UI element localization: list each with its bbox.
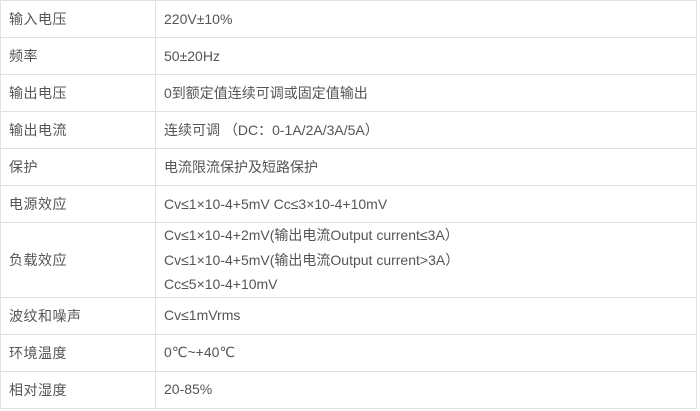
table-row: 保护 电流限流保护及短路保护 xyxy=(0,148,697,186)
spec-value-line: 0℃~+40℃ xyxy=(164,344,236,361)
spec-label: 相对湿度 xyxy=(0,370,156,409)
spec-value-line: Cv≤1×10-4+2mV(输出电流Output current≤3A） xyxy=(164,227,459,243)
spec-value: 电流限流保护及短路保护 xyxy=(155,148,697,186)
spec-value: 0到额定值连续可调或固定值输出 xyxy=(155,74,697,112)
spec-value-line: 50±20Hz xyxy=(164,47,220,64)
spec-value-line: Cv≤1×10-4+5mV Cc≤3×10-4+10mV xyxy=(164,195,388,212)
spec-value: 50±20Hz xyxy=(155,37,697,75)
spec-label: 频率 xyxy=(0,37,156,75)
spec-value-line: Cc≤5×10-4+10mV xyxy=(164,276,278,292)
spec-label: 输出电流 xyxy=(0,111,156,149)
spec-value-line: Cv≤1×10-4+5mV(输出电流Output current>3A） xyxy=(164,251,460,268)
table-row: 电源效应 Cv≤1×10-4+5mV Cc≤3×10-4+10mV xyxy=(0,185,697,223)
table-row: 输入电压 220V±10% xyxy=(0,0,697,38)
spec-value: 20-85% xyxy=(155,370,697,409)
spec-value: Cv≤1×10-4+2mV(输出电流Output current≤3A） Cv≤1… xyxy=(155,222,697,298)
spec-label: 环境温度 xyxy=(0,333,156,372)
spec-label: 输出电压 xyxy=(0,74,156,112)
table-row: 频率 50±20Hz xyxy=(0,37,697,75)
spec-label: 电源效应 xyxy=(0,185,156,223)
table-row: 环境温度 0℃~+40℃ xyxy=(0,333,697,372)
spec-value: 220V±10% xyxy=(155,0,697,38)
spec-value-line: 20-85% xyxy=(164,381,213,398)
spec-label: 负载效应 xyxy=(0,222,156,298)
spec-label: 波纹和噪声 xyxy=(0,296,156,335)
spec-value-line: 220V±10% xyxy=(164,10,233,27)
table-row: 相对湿度 20-85% xyxy=(0,370,697,409)
spec-value: Cv≤1mVrms xyxy=(155,296,697,335)
spec-value: 连续可调 （DC：0-1A/2A/3A/5A） xyxy=(155,111,697,149)
spec-value-line: 连续可调 （DC：0-1A/2A/3A/5A） xyxy=(164,121,379,138)
spec-value-line: Cv≤1mVrms xyxy=(164,307,241,324)
spec-label: 保护 xyxy=(0,148,156,186)
spec-value: Cv≤1×10-4+5mV Cc≤3×10-4+10mV xyxy=(155,185,697,223)
spec-label: 输入电压 xyxy=(0,0,156,38)
spec-value: 0℃~+40℃ xyxy=(155,333,697,372)
table-row: 输出电压 0到额定值连续可调或固定值输出 xyxy=(0,74,697,112)
table-row: 输出电流 连续可调 （DC：0-1A/2A/3A/5A） xyxy=(0,111,697,149)
table-row: 波纹和噪声 Cv≤1mVrms xyxy=(0,296,697,335)
spec-value-line: 电流限流保护及短路保护 xyxy=(164,158,318,175)
spec-value-line: 0到额定值连续可调或固定值输出 xyxy=(164,84,368,101)
table-row: 负载效应 Cv≤1×10-4+2mV(输出电流Output current≤3A… xyxy=(0,222,697,298)
